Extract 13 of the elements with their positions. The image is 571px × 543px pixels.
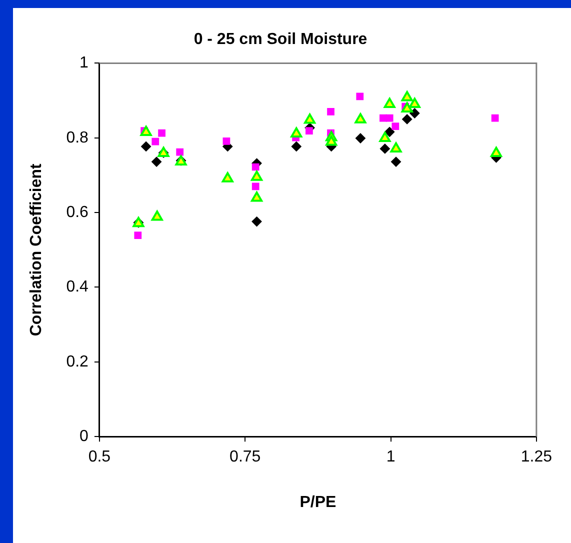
y-tick-label: 0.4 bbox=[66, 278, 89, 296]
y-tick-label: 0.8 bbox=[66, 129, 89, 146]
x-tick-label: 0.75 bbox=[230, 448, 261, 466]
x-tick-label: 1 bbox=[386, 448, 396, 466]
y-tick-label: 0.2 bbox=[66, 353, 89, 370]
y-tick-label: 0 bbox=[80, 428, 89, 446]
x-tick-label: 0.5 bbox=[88, 448, 111, 466]
y-tick-label: 0.6 bbox=[66, 204, 89, 221]
x-tick-label: 1.25 bbox=[520, 448, 552, 466]
x-axis-title: P/PE bbox=[300, 494, 336, 511]
chart-title: 0 - 25 cm Soil Moisture bbox=[194, 31, 368, 48]
y-tick-label: 1 bbox=[80, 54, 89, 72]
y-axis-title: Correlation Coefficient bbox=[28, 163, 46, 336]
